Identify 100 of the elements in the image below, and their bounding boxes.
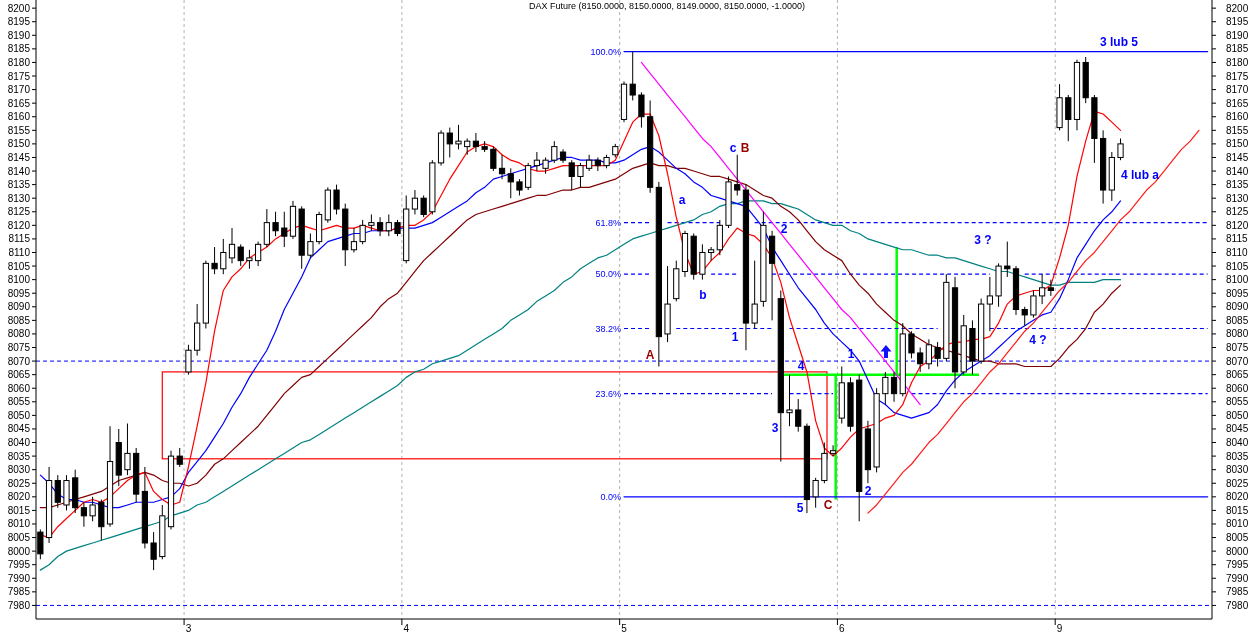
candlestick	[934, 341, 941, 368]
y2-tick-label: 8005	[1226, 532, 1249, 544]
y2-tick-label: 8050	[1226, 409, 1249, 421]
candlestick	[350, 227, 358, 253]
y-tick-label: 8040	[7, 437, 31, 449]
candlestick	[385, 213, 392, 237]
y2-tick-label: 8010	[1226, 518, 1249, 530]
candlestick	[829, 444, 837, 457]
y2-tick-label: 8060	[1226, 382, 1249, 394]
y-tick-label: 8035	[7, 450, 31, 462]
y-tick-label: 8140	[7, 165, 31, 177]
x-tick-label: 6	[839, 623, 845, 634]
candlestick	[455, 124, 462, 150]
candlestick	[708, 246, 715, 262]
y-tick-label: 8005	[7, 532, 31, 544]
annotation: 3 lub 5	[1099, 35, 1139, 50]
y-tick-label: 8065	[7, 369, 31, 381]
candlestick	[908, 330, 915, 359]
y2-tick-label: 7995	[1226, 559, 1249, 571]
series-label: 23.6%	[595, 388, 621, 399]
candlestick	[890, 371, 898, 403]
candlestick	[376, 216, 384, 237]
candlestick	[1030, 290, 1037, 319]
y2-tick-label: 8185	[1226, 43, 1249, 55]
candlestick	[176, 447, 183, 468]
y2-tick-label: 8035	[1226, 450, 1249, 462]
y-tick-label: 8030	[7, 464, 31, 476]
y-tick-label: 8090	[7, 301, 31, 313]
candlestick	[420, 194, 427, 218]
y2-tick-label: 8195	[1226, 16, 1249, 28]
y-tick-label: 8170	[7, 84, 31, 96]
annotation: 4	[797, 359, 805, 374]
y-tick-label: 8200	[7, 2, 31, 14]
y-tick-label: 7980	[7, 599, 31, 611]
candlestick	[525, 162, 532, 191]
y2-tick-label: 8125	[1226, 206, 1249, 218]
candlestick	[446, 127, 453, 158]
y-tick-label: 8050	[7, 409, 31, 421]
y-tick-label: 7995	[7, 559, 31, 571]
y-tick-label: 8100	[7, 274, 31, 286]
y-tick-label: 8180	[7, 56, 31, 68]
candlestick	[498, 154, 506, 180]
y-tick-label: 8175	[7, 70, 31, 82]
candlestick	[986, 276, 993, 332]
y-tick-label: 8010	[7, 518, 31, 530]
y2-tick-label: 8055	[1226, 396, 1249, 408]
candlestick	[917, 347, 924, 373]
candlestick	[185, 344, 192, 376]
candlestick	[490, 146, 497, 172]
y2-tick-label: 8160	[1226, 111, 1249, 123]
candlestick	[272, 211, 279, 237]
y-tick-label: 8155	[7, 124, 31, 136]
annotation: 5	[796, 501, 804, 516]
y2-tick-label: 8085	[1226, 314, 1249, 326]
y2-tick-label: 8175	[1226, 70, 1249, 82]
y-tick-label: 8015	[7, 504, 31, 516]
y2-tick-label: 8200	[1226, 2, 1249, 14]
y2-tick-label: 8065	[1226, 369, 1249, 381]
y2-tick-label: 8030	[1226, 464, 1249, 476]
candlestick	[220, 238, 227, 275]
y-tick-label: 7990	[7, 572, 31, 584]
y-tick-label: 8150	[7, 138, 31, 150]
candlestick	[281, 211, 288, 248]
y2-tick-label: 8130	[1226, 192, 1249, 204]
candlestick	[307, 232, 314, 259]
candlestick	[568, 159, 575, 191]
chart-title: DAX Future (8150.0000, 8150.0000, 8149.0000, 8150.0000, -1.0000)	[528, 1, 806, 11]
y2-tick-label: 8100	[1226, 274, 1249, 286]
y-tick-label: 8025	[7, 477, 31, 489]
series-label: 61.8%	[595, 217, 621, 228]
candlestick	[124, 423, 131, 476]
candlestick	[925, 338, 932, 370]
y2-tick-label: 8135	[1226, 179, 1249, 191]
candlestick	[734, 154, 741, 196]
candlestick	[1117, 137, 1124, 161]
candlestick	[263, 208, 270, 248]
candlestick	[359, 219, 366, 245]
candlestick	[1004, 241, 1011, 278]
y-tick-label: 8105	[7, 260, 31, 272]
y-tick-label: 8055	[7, 396, 31, 408]
annotation: B	[740, 141, 750, 156]
y2-tick-label: 8025	[1226, 477, 1249, 489]
annotation: 4 ?	[1029, 333, 1047, 348]
series-label: 0.0%	[600, 491, 621, 502]
y2-tick-label: 8075	[1226, 342, 1249, 354]
candlestick	[411, 189, 419, 215]
annotation: b	[699, 288, 707, 303]
candlestick	[228, 227, 236, 264]
y2-tick-label: 8150	[1226, 138, 1249, 150]
y-tick-label: 8160	[7, 111, 31, 123]
candlestick	[80, 501, 88, 528]
annotation: 2	[780, 222, 788, 237]
y-tick-label: 8085	[7, 314, 31, 326]
candlestick	[1021, 306, 1028, 327]
candlestick	[1065, 94, 1072, 142]
annotation: A	[645, 348, 655, 363]
candlestick	[211, 246, 218, 275]
candlestick	[246, 249, 253, 270]
y-tick-label: 8000	[7, 545, 31, 557]
y-tick-label: 8195	[7, 16, 31, 28]
